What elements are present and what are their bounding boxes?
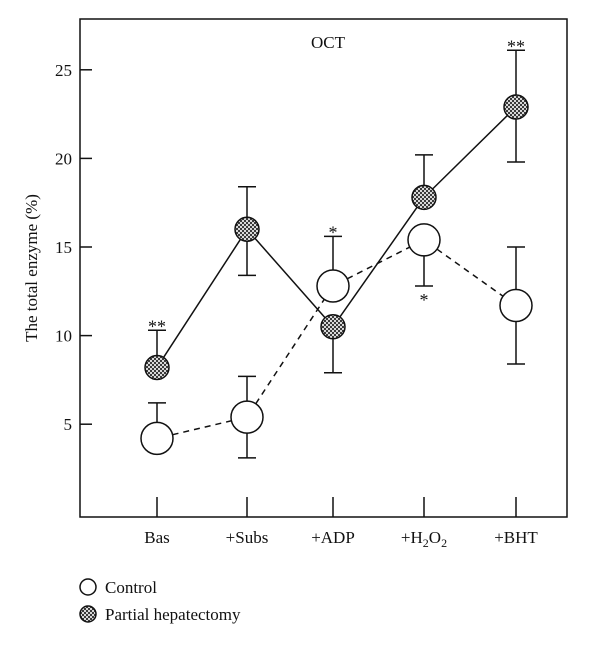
significance-marker: *	[329, 222, 338, 242]
significance-marker: **	[148, 316, 166, 336]
partial-hepatectomy-data-point	[320, 313, 346, 340]
partial-hepatectomy-data-point	[144, 354, 170, 381]
data-markers	[140, 94, 533, 456]
plot-frame	[79, 18, 568, 518]
control-data-point	[407, 223, 441, 257]
control-data-point	[230, 400, 264, 434]
partial-hepatectomy-line-segment	[162, 238, 242, 358]
legend-ph-marker	[79, 605, 97, 623]
control-data-point	[140, 421, 174, 456]
partial-hepatectomy-data-point	[234, 216, 260, 243]
control-line-segment	[436, 248, 504, 297]
partial-hepatectomy-line-segment	[432, 114, 508, 190]
x-category-label: +H2O2	[401, 528, 447, 550]
legend-ph-label: Partial hepatectomy	[105, 605, 241, 624]
x-axis-ticks: Bas +Subs +ADP +H2O2 +BHT	[144, 497, 538, 550]
partial-hepatectomy-line-segment	[339, 206, 418, 318]
legend-control-label: Control	[105, 578, 157, 597]
y-axis-label: The total enzyme (%)	[22, 194, 41, 342]
x-category-label: +Subs	[226, 528, 269, 547]
error-bars	[148, 49, 525, 459]
legend-control-marker	[79, 578, 97, 596]
significance-marker: **	[507, 36, 525, 56]
y-tick-label: 5	[64, 415, 73, 434]
partial-hepatectomy-line-segment	[254, 237, 326, 319]
x-category-label: +BHT	[494, 528, 538, 547]
control-data-point	[499, 288, 533, 323]
series-lines	[162, 114, 508, 436]
x-category-label: Bas	[144, 528, 170, 547]
y-tick-label: 20	[55, 149, 72, 168]
legend: Control Partial hepatectomy	[79, 578, 241, 624]
significance-annotations: ******	[148, 36, 525, 336]
significance-marker: *	[420, 290, 429, 310]
y-axis-ticks: 5 10 15 20 25	[55, 61, 92, 434]
y-tick-label: 10	[55, 327, 72, 346]
control-line-segment	[255, 298, 325, 405]
chart-title: OCT	[311, 33, 346, 52]
x-category-label: +ADP	[311, 528, 355, 547]
partial-hepatectomy-data-point	[411, 184, 437, 211]
control-data-point	[316, 269, 350, 303]
y-tick-label: 15	[55, 238, 72, 257]
control-line-segment	[172, 420, 232, 436]
partial-hepatectomy-data-point	[503, 94, 529, 120]
y-tick-label: 25	[55, 61, 72, 80]
